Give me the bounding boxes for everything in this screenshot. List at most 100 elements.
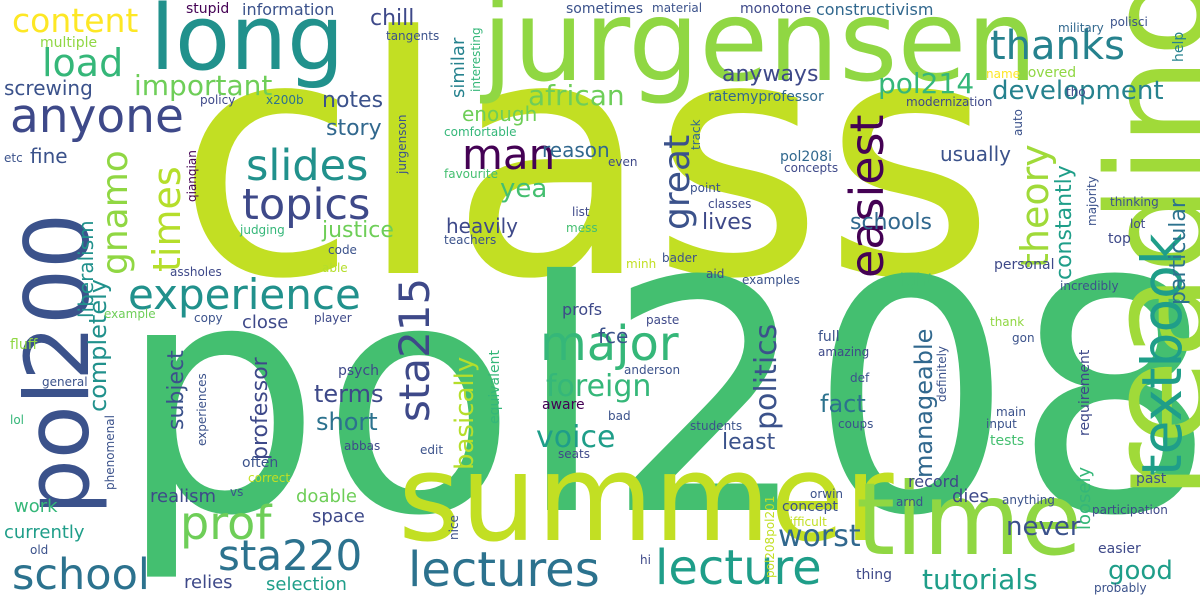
word-pol208: pol208 [118,214,1200,586]
word-military: military [1058,21,1104,35]
word-list: list [572,205,590,219]
word-easier: easier [1098,541,1141,557]
word-modernization: modernization [906,95,993,109]
word-gnamo: gnamo [95,150,136,275]
word-anyone: anyone [10,89,184,144]
word-stupid: stupid [186,1,230,17]
word-often: often [242,455,279,471]
word-fluff: fluff [10,337,38,353]
word-pol214: pol214 [878,67,975,100]
word-even: even [608,155,638,169]
word-load: load [42,41,124,85]
word-name: name [986,67,1021,81]
word-similar: similar [448,37,469,98]
word-amazing: amazing [818,345,870,359]
word-theory: theory [1013,144,1057,268]
word-difficult: difficult [782,515,827,529]
word-def: def [850,371,870,385]
word-personal: personal [994,257,1055,273]
word-polisci: polisci [1110,15,1148,29]
word-lol: lol [10,413,25,427]
word-constantly: constantly [1052,165,1077,280]
word-fine: fine [30,144,68,168]
word-least: least [722,430,776,455]
word-anderson: anderson [624,363,681,377]
word-subject: subject [164,350,189,430]
word-anyways: anyways [722,62,819,87]
word-screwing: screwing [4,76,93,100]
word-doable: doable [296,486,357,507]
word-orwin: orwin [810,487,844,501]
word-currently: currently [4,522,85,543]
word-gon: gon [1012,331,1035,345]
word-times: times [145,166,189,272]
word-major: major [540,316,679,372]
word-general: general [42,375,88,389]
word-example: example [104,307,156,321]
word-slides: slides [246,141,369,191]
word-professor: professor [248,357,273,460]
word-usually: usually [940,142,1011,166]
word-lot: lot [1130,217,1146,231]
word-right: right [892,270,935,291]
word-concepts: concepts [784,161,839,175]
word-participation: participation [1092,503,1168,517]
word-correct: correct [248,471,291,485]
word-comfortable: comfortable [444,125,517,139]
word-thank: thank [990,315,1025,329]
word-important: important [134,69,273,102]
word-jurgensen: jurgensen [482,0,1038,107]
word-topics: topics [242,180,371,230]
word-easiest: easiest [840,114,894,278]
word-justice: justice [322,218,394,243]
word-terms: terms [314,380,384,408]
word-input: input [986,417,1017,431]
word-dies: dies [952,486,989,507]
word-space: space [312,506,365,527]
word-jurgenson: jurgenson [395,114,409,174]
word-point: point [690,181,721,195]
word-politics: politics [749,323,784,430]
word-examples: examples [742,273,800,287]
word-psych: psych [338,363,380,379]
word-top: top [1108,231,1131,247]
word-time: time [856,461,1082,578]
word-voice: voice [536,420,616,455]
word-interesting: interesting [469,27,483,92]
word-selection: selection [266,574,347,595]
word-information: information [242,0,335,19]
word-thanks: thanks [990,23,1125,69]
word-never: never [1006,512,1081,542]
word-relies: relies [184,572,233,593]
word-sometimes: sometimes [566,1,644,17]
word-development: development [992,76,1164,106]
word-work: work [14,496,58,517]
word-profs: profs [562,300,603,319]
word-past: past [1136,471,1167,487]
word-covered: covered [1020,65,1077,81]
word-classes: classes [708,197,752,211]
word-multiple: multiple [40,35,98,51]
word-abbas: abbas [344,439,381,453]
word-edit: edit [420,443,444,457]
word-player: player [314,311,352,325]
word-probably: probably [1094,581,1147,595]
word-auto: auto [1011,108,1025,136]
word-short: short [316,408,378,436]
word-lecture: lecture [655,540,822,596]
word-hi: hi [640,553,651,567]
word-students: students [690,419,743,433]
word-man: man [462,130,556,179]
word-judging: judging [240,223,285,237]
word-majority: majority [1085,176,1099,226]
word-story: story [326,116,382,141]
word-pol208i: pol208i [780,149,832,165]
word-coups: coups [838,417,874,431]
word-ratemyprofessor: ratemyprofessor [708,89,824,105]
word-main: main [996,405,1026,419]
word-copy: copy [194,311,223,325]
word-tests: tests [990,433,1025,449]
word-seats: seats [558,447,590,461]
word-enough: enough [462,102,538,126]
word-tutorials: tutorials [922,563,1038,596]
